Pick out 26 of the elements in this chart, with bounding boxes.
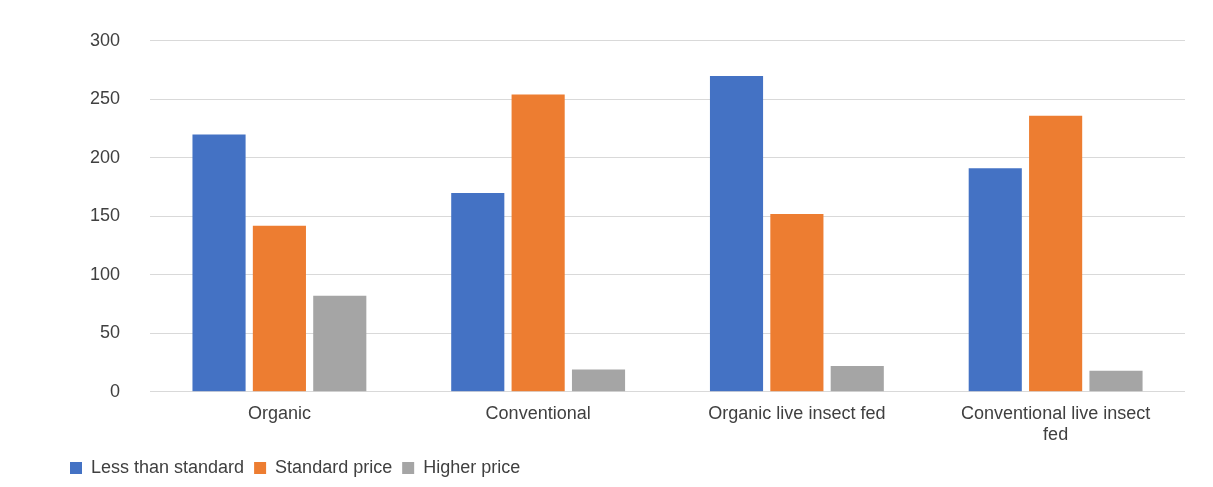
bar bbox=[252, 225, 306, 392]
x-tick-label: Organic live insect fed bbox=[708, 402, 886, 423]
bar bbox=[571, 369, 626, 392]
y-tick-label: 0 bbox=[110, 380, 121, 401]
legend-label: Higher price bbox=[423, 456, 521, 477]
y-tick-label: 200 bbox=[89, 146, 121, 167]
bar bbox=[1029, 115, 1083, 392]
bar bbox=[968, 168, 1022, 392]
bar bbox=[709, 75, 764, 392]
y-tick-label: 150 bbox=[89, 205, 121, 226]
legend-label: Less than standard bbox=[91, 456, 245, 477]
y-tick-label: 250 bbox=[89, 88, 121, 109]
bar bbox=[451, 192, 505, 392]
y-tick-label: 300 bbox=[89, 29, 121, 50]
bar bbox=[830, 366, 884, 392]
bar bbox=[770, 213, 824, 392]
legend-label: Standard price bbox=[275, 456, 393, 477]
y-tick-label: 50 bbox=[100, 322, 121, 343]
bar bbox=[192, 134, 246, 392]
x-tick-label: Conventional live insect fed bbox=[961, 402, 1151, 445]
bar bbox=[511, 94, 565, 392]
bar bbox=[1089, 370, 1143, 392]
x-tick-label: Conventional bbox=[485, 402, 591, 423]
x-tick-label: Organic bbox=[247, 402, 311, 423]
y-tick-label: 100 bbox=[89, 263, 121, 284]
bar bbox=[313, 295, 367, 392]
